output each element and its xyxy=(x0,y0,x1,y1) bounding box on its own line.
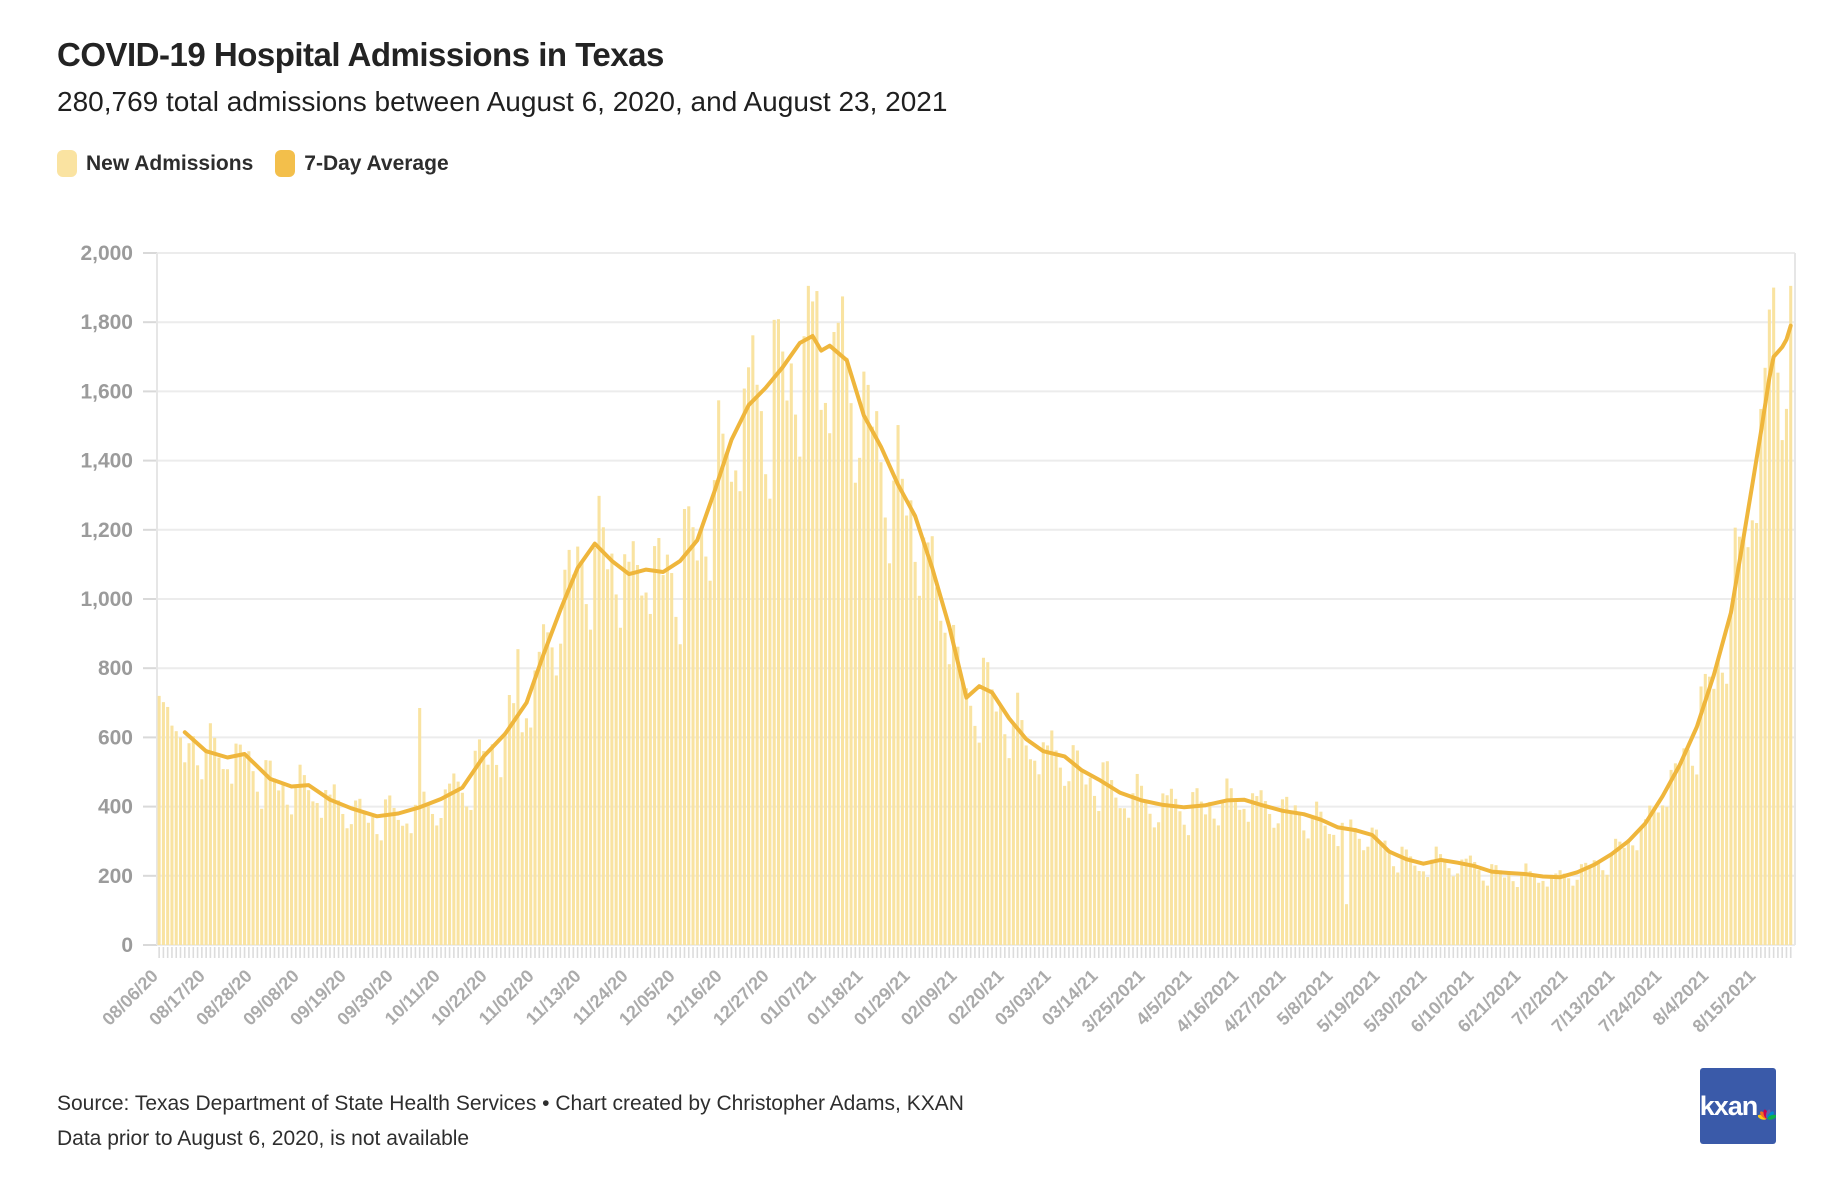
legend-item-new-admissions: New Admissions xyxy=(57,150,253,177)
kxan-logo: kxan xyxy=(1699,1068,1777,1144)
chart-subtitle: 280,769 total admissions between August … xyxy=(57,86,948,117)
svg-text:1,200: 1,200 xyxy=(80,519,133,542)
legend-item-7day-average: 7-Day Average xyxy=(275,150,449,177)
nbc-peacock-icon xyxy=(1758,1108,1777,1120)
kxan-logo-text: kxan xyxy=(1699,1090,1759,1121)
x-axis-day-ticks xyxy=(158,947,1792,958)
plot-borders xyxy=(156,253,1796,945)
bars-new-admissions xyxy=(157,285,1793,946)
svg-text:0: 0 xyxy=(121,934,133,957)
x-axis-labels: 08/06/2008/17/2008/28/2009/08/2009/19/20… xyxy=(98,966,1759,1037)
svg-text:1,600: 1,600 xyxy=(80,380,133,403)
svg-text:800: 800 xyxy=(98,657,133,680)
svg-text:1,400: 1,400 xyxy=(80,450,133,473)
seven-day-average-swatch-icon xyxy=(275,150,296,177)
svg-text:600: 600 xyxy=(98,726,133,749)
legend-label-7day-average: 7-Day Average xyxy=(304,151,449,175)
svg-text:400: 400 xyxy=(98,796,133,819)
seven-day-average-line xyxy=(182,323,1793,880)
svg-text:1,000: 1,000 xyxy=(80,588,133,611)
svg-text:200: 200 xyxy=(98,865,133,888)
legend: New Admissions 7-Day Average xyxy=(57,150,449,177)
svg-text:1,800: 1,800 xyxy=(80,311,133,334)
svg-text:2,000: 2,000 xyxy=(80,242,133,265)
legend-label-new-admissions: New Admissions xyxy=(86,151,254,175)
chart-title: COVID-19 Hospital Admissions in Texas xyxy=(57,36,664,73)
y-axis-labels: 0 200 400 600 800 1,000 1,200 1,400 1,600 1,800 2,… xyxy=(80,242,133,957)
new-admissions-swatch-icon xyxy=(57,150,77,177)
source-line: Source: Texas Department of State Health… xyxy=(57,1092,964,1115)
data-note-line: Data prior to August 6, 2020, is not ava… xyxy=(57,1127,470,1150)
